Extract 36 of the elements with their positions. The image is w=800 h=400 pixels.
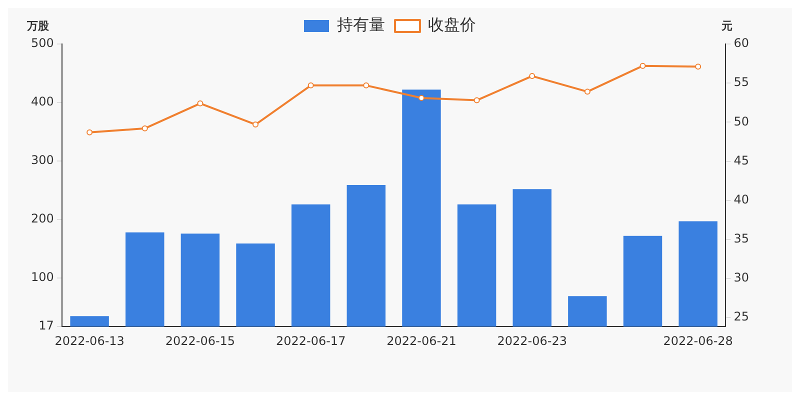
y-tick-label: 100 — [31, 270, 54, 284]
point — [640, 62, 646, 69]
y-tick-label: 200 — [31, 212, 54, 226]
y-tick-label: 400 — [31, 94, 54, 109]
point — [142, 125, 148, 132]
y2-tick-label: 30 — [734, 270, 750, 285]
x-tick-label: 2022-06-15 — [165, 334, 236, 348]
y2-tick-label: 35 — [734, 232, 750, 246]
point — [197, 100, 204, 106]
point — [418, 94, 424, 101]
y-axis-title: 万股 — [26, 19, 50, 32]
x-tick-label: 2022-06-23 — [497, 334, 567, 348]
point — [308, 82, 314, 88]
y-tick-label: 17 — [38, 318, 54, 333]
point — [363, 82, 370, 88]
legend-label: 持有量 — [337, 15, 385, 34]
point — [584, 88, 590, 95]
legend-label: 收盘价 — [428, 15, 476, 34]
y2-tick-label: 60 — [734, 36, 750, 50]
y2-tick-label: 45 — [734, 153, 750, 168]
y-tick-label: 500 — [31, 36, 54, 50]
y2-tick-label: 55 — [734, 75, 750, 90]
y2-tick-label: 25 — [734, 310, 750, 324]
point — [474, 97, 480, 104]
x-tick-label: 2022-06-17 — [276, 334, 346, 348]
point — [252, 122, 259, 128]
point — [86, 129, 93, 136]
x-tick-label: 2022-06-28 — [663, 334, 733, 348]
y2-tick-label: 40 — [734, 192, 750, 206]
x-tick-label: 2022-06-21 — [386, 334, 456, 348]
y-tick-label: 300 — [31, 153, 54, 168]
point — [529, 73, 536, 80]
x-tick-label: 2022-06-13 — [54, 334, 124, 348]
y2-axis-title: 元 — [720, 19, 732, 32]
point — [695, 64, 702, 70]
y2-tick-label: 50 — [734, 114, 750, 128]
